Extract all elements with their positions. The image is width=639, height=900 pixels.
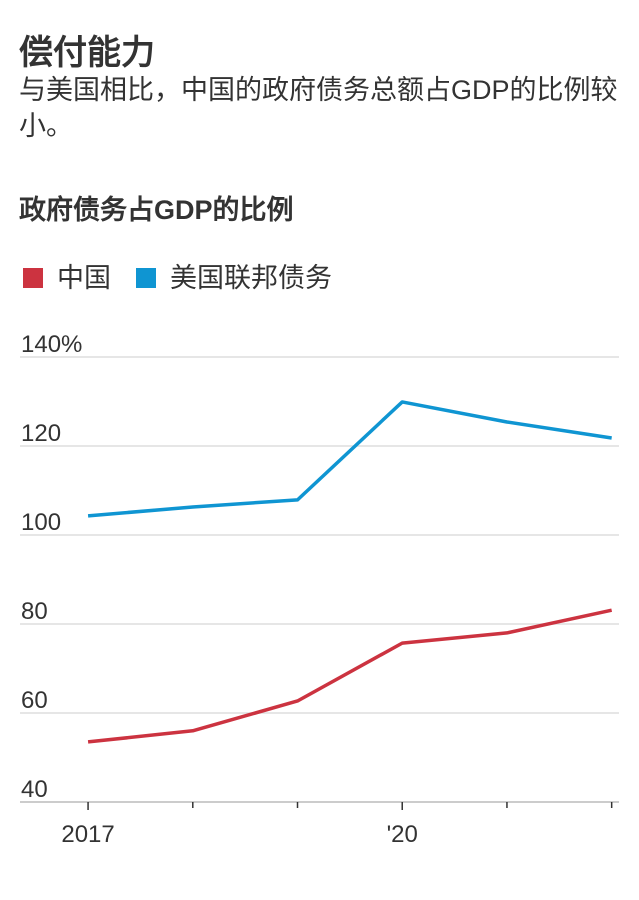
y-tick-label: 40 [21, 776, 48, 803]
subtitle: 与美国相比，中国的政府债务总额占GDP的比例较小。 [19, 75, 618, 141]
title: 偿付能力 [19, 34, 155, 72]
x-tick-label: 2017 [61, 821, 114, 848]
subtitle-box: 与美国相比，中国的政府债务总额占GDP的比例较小。 [19, 75, 618, 141]
legend-label: 中国 [57, 263, 111, 293]
y-tick-label: 80 [21, 598, 48, 625]
legend-label: 美国联邦债务 [170, 263, 332, 293]
chart-title: 政府债务占GDP的比例 [19, 194, 294, 225]
legend-swatch [136, 268, 156, 288]
legend-swatch [23, 268, 43, 288]
series-line [87, 400, 612, 518]
y-tick-label: 140% [21, 331, 82, 358]
y-tick-label: 60 [21, 687, 48, 714]
y-tick-label: 100 [21, 509, 61, 536]
y-tick-label: 120 [21, 420, 61, 447]
series-line [87, 608, 613, 744]
x-tick-label: '20 [387, 821, 418, 848]
